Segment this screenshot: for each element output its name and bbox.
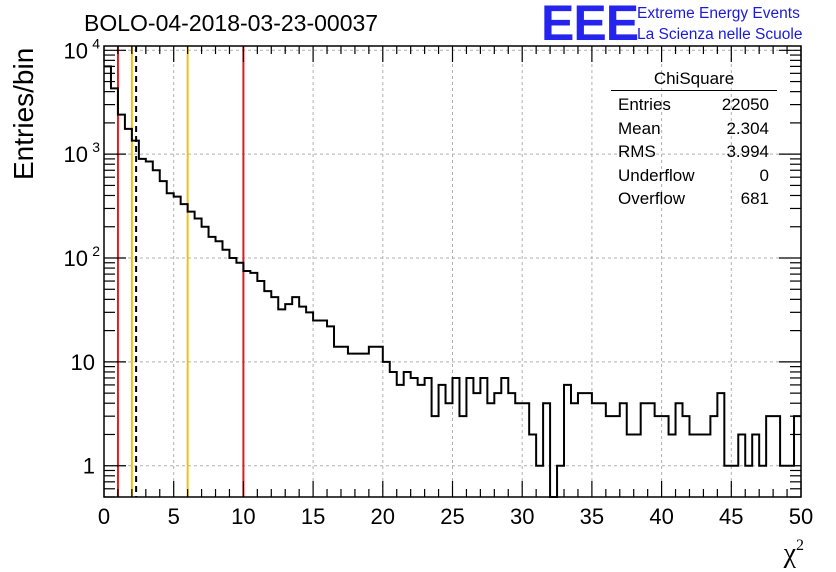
stats-value: 2.304: [726, 118, 769, 138]
stats-label: Underflow: [618, 165, 695, 185]
y-tick-label: 1: [83, 454, 95, 479]
y-axis-label: Entries/bin: [8, 47, 39, 180]
chart-title: BOLO-04-2018-03-23-00037: [84, 10, 379, 36]
logo-line-1: Extreme Energy Events: [637, 5, 800, 22]
stats-label: Entries: [618, 95, 671, 114]
x-tick-label: 50: [789, 504, 813, 529]
y-tick-exponent: 2: [92, 243, 100, 259]
y-tick-label: 10: [64, 142, 88, 167]
eee-logo: EEE Extreme Energy Events La Scienza nel…: [541, 0, 833, 51]
x-tick-label: 20: [371, 504, 395, 529]
x-tick-label: 40: [649, 504, 673, 529]
histogram-bins: [104, 65, 801, 498]
x-tick-label: 15: [301, 504, 325, 529]
stats-value: 3.994: [726, 142, 769, 161]
y-tick-label: 10: [64, 246, 88, 271]
stats-value: 681: [740, 189, 769, 208]
x-tick-label: 5: [168, 504, 180, 529]
x-axis-label-symbol: χ: [783, 538, 796, 569]
logo-line-2: La Scienza nelle Scuole: [637, 26, 803, 43]
logo-mark: EEE: [541, 0, 639, 51]
stats-row-underflow: Underflow 0: [611, 164, 777, 188]
x-tick-label: 30: [510, 504, 534, 529]
x-axis-label: χ2: [784, 537, 804, 570]
stats-row-mean: Mean 2.304: [611, 117, 777, 141]
x-tick-label: 0: [98, 504, 110, 529]
stats-title: ChiSquare: [611, 68, 777, 91]
x-tick-label: 35: [580, 504, 604, 529]
stats-value: 0: [759, 165, 769, 185]
stats-label: RMS: [618, 142, 656, 161]
x-axis-label-exponent: 2: [796, 537, 804, 554]
stats-value: 22050: [721, 95, 769, 114]
reference-lines: [116, 46, 245, 497]
y-tick-exponent: 4: [92, 35, 100, 51]
x-tick-label: 25: [440, 504, 464, 529]
stats-box: ChiSquare Entries 22050 Mean 2.304 RMS 3…: [611, 68, 777, 211]
y-tick-label: 10: [64, 38, 88, 63]
x-axis-ticks: 0 5 10 15 20 25 30 35 40 45 50: [98, 46, 813, 529]
y-tick-label: 10: [71, 350, 95, 375]
x-tick-label: 45: [719, 504, 743, 529]
x-tick-label: 10: [231, 504, 255, 529]
stats-row-overflow: Overflow 681: [611, 187, 777, 211]
stats-row-entries: Entries 22050: [611, 93, 777, 117]
stats-label: Overflow: [618, 189, 686, 208]
y-tick-exponent: 3: [92, 139, 100, 155]
histogram-outline: [104, 65, 801, 498]
stats-row-rms: RMS 3.994: [611, 140, 777, 164]
stats-label: Mean: [618, 118, 661, 138]
